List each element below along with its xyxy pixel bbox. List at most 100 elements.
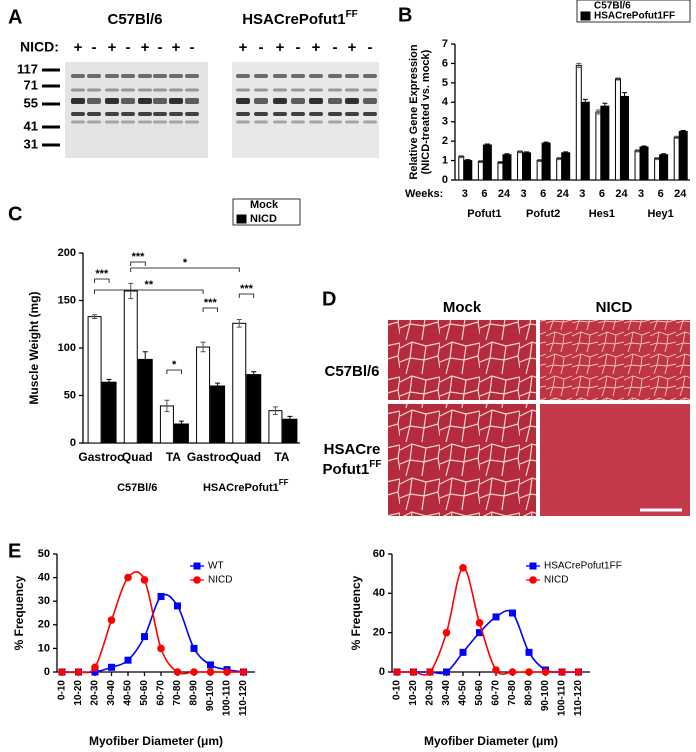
treatment-sign: + [108, 39, 117, 56]
point [574, 668, 583, 676]
y-tick-label: 100 [58, 342, 76, 354]
bar [561, 152, 571, 181]
x-tick-label: 20-30 [425, 680, 436, 706]
y-tick-label: 0 [379, 666, 385, 678]
y-axis-title: % Frequency [12, 575, 26, 650]
significance-label: *** [240, 283, 254, 295]
error-bar [164, 399, 170, 413]
x-tick-label: TA [166, 450, 181, 464]
bar [246, 374, 262, 444]
group-label: Pofut1 [467, 208, 501, 220]
point [525, 668, 533, 676]
x-tick-label: 110-120 [238, 680, 249, 717]
bar [580, 101, 590, 181]
bar [678, 130, 688, 181]
row-label: C57Bl/6 [324, 363, 379, 380]
x-tick-label: 0-10 [392, 680, 403, 700]
blot-band [328, 98, 342, 104]
bar [619, 95, 629, 181]
point [124, 573, 132, 582]
blot-group: HSACrePofut1FF [242, 9, 358, 28]
y-tick-label: 150 [58, 294, 76, 306]
blot-band [309, 74, 323, 78]
x-tick-label: Quad [122, 450, 153, 464]
blot-band [153, 112, 167, 116]
blot-band [71, 88, 85, 92]
panel-label: E [8, 540, 21, 562]
bar [101, 381, 117, 444]
x-tick-label: 10-20 [73, 680, 84, 706]
treatment-sign: + [172, 39, 181, 56]
treatment-sign: + [141, 39, 150, 56]
point [409, 668, 418, 676]
marker-label: 55 [24, 95, 38, 110]
error-bar [458, 155, 464, 159]
error-bar [128, 282, 134, 300]
blot-band [273, 88, 287, 92]
error-bar [106, 378, 112, 386]
blot-band [153, 88, 167, 92]
row-label: HSACre [324, 441, 381, 458]
point [525, 648, 533, 656]
blot-band [185, 88, 199, 92]
blot-band [138, 98, 152, 104]
treatment-sign: - [259, 39, 264, 56]
significance-bracket [238, 293, 255, 298]
blot-band [169, 112, 183, 116]
x-tick-label: 6 [658, 188, 664, 200]
column-label: Mock [443, 299, 482, 316]
x-tick-label: 40-50 [123, 680, 134, 706]
x-axis-title: Myofiber Diameter (μm) [424, 734, 558, 748]
point [91, 668, 99, 676]
bar [482, 144, 492, 181]
error-bar [556, 157, 562, 161]
x-tick-label: 50-60 [474, 680, 485, 706]
error-bar [563, 151, 569, 155]
point [393, 668, 401, 676]
x-tick-label: 24 [557, 188, 570, 200]
blot-band [169, 74, 183, 78]
x-tick-label: 80-90 [189, 680, 200, 706]
x-tick-label: 30-40 [441, 680, 452, 706]
blot-band [291, 74, 305, 78]
legend-label: HSACrePofut1FF [594, 11, 675, 22]
error-bar [680, 129, 686, 133]
superscript: FF [346, 9, 358, 20]
x-tick-label: Gastroc [187, 450, 233, 464]
superscript: FF [369, 459, 381, 470]
x-tick-label: 24 [498, 188, 511, 200]
y-tick-label: 200 [58, 247, 76, 259]
bar [575, 64, 582, 181]
blot-band [105, 74, 119, 78]
blot-band [363, 112, 377, 116]
blot-band [185, 120, 199, 124]
y-tick-label: 2 [442, 135, 448, 147]
error-bar [251, 371, 257, 378]
blot-band [121, 120, 135, 124]
x-tick-label: Gastroc [78, 450, 124, 464]
histology-image [388, 320, 536, 400]
group-label: Hes1 [589, 208, 615, 220]
blot-band [363, 74, 377, 78]
blot-band [273, 74, 287, 78]
point [190, 668, 198, 676]
bar [87, 316, 102, 444]
y-tick-label: 50 [64, 389, 76, 401]
bar [502, 154, 512, 181]
blot-band [328, 74, 342, 78]
y-tick-label: 0 [70, 437, 76, 449]
marker-label: 41 [24, 118, 38, 133]
series-line [397, 609, 579, 675]
blot-band [328, 88, 342, 92]
x-tick-label: 60-70 [491, 680, 502, 706]
error-bar [524, 151, 530, 155]
error-bar [142, 351, 148, 368]
error-bar [615, 77, 621, 81]
point [74, 668, 83, 676]
y-tick-label: 6 [442, 57, 448, 69]
error-bar [287, 415, 293, 423]
blot-group-name: HSACrePofut1 [242, 11, 345, 28]
significance-bracket [94, 289, 204, 294]
legend-label: NICD [208, 575, 232, 586]
x-tick-label: 80-90 [524, 680, 535, 706]
